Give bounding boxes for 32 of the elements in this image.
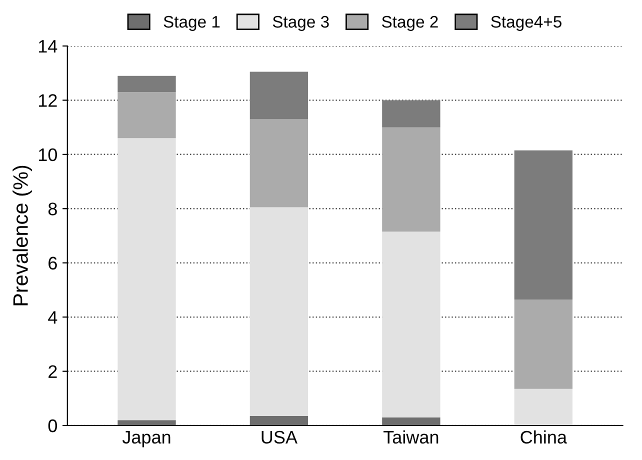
- y-tick-label: 10: [38, 148, 57, 162]
- bar: [118, 76, 176, 92]
- y-axis-title: Prevalence (%): [12, 166, 32, 306]
- bar: [514, 388, 572, 426]
- bar: [250, 207, 308, 416]
- bar: [118, 92, 176, 138]
- x-tick-label: Taiwan: [383, 430, 438, 444]
- bar: [514, 299, 572, 389]
- bar: [250, 72, 308, 120]
- bar: [118, 138, 176, 420]
- legend-label: Stage 2: [382, 16, 438, 31]
- legend-label: Stage4+5: [491, 16, 562, 31]
- y-tick-label: 2: [48, 365, 57, 378]
- bar: [250, 416, 308, 426]
- y-tick-label: 4: [48, 311, 58, 324]
- bar: [514, 150, 572, 300]
- y-tick-label: 0: [48, 419, 57, 432]
- x-tick-label: China: [520, 430, 567, 444]
- bar: [382, 127, 440, 232]
- bar: [118, 420, 176, 426]
- y-tick-label: 6: [48, 256, 57, 270]
- legend-label: Stage 3: [272, 16, 329, 31]
- legend-label: Stage 1: [164, 16, 220, 31]
- bar: [250, 119, 308, 208]
- bar: [382, 417, 440, 426]
- y-tick-label: 14: [38, 40, 58, 53]
- x-tick-label: USA: [262, 430, 298, 444]
- x-tick-label: Japan: [122, 431, 170, 448]
- y-tick-label: 12: [38, 94, 57, 107]
- y-tick-label: 8: [48, 202, 57, 216]
- bar: [382, 232, 440, 418]
- bar: [382, 100, 440, 128]
